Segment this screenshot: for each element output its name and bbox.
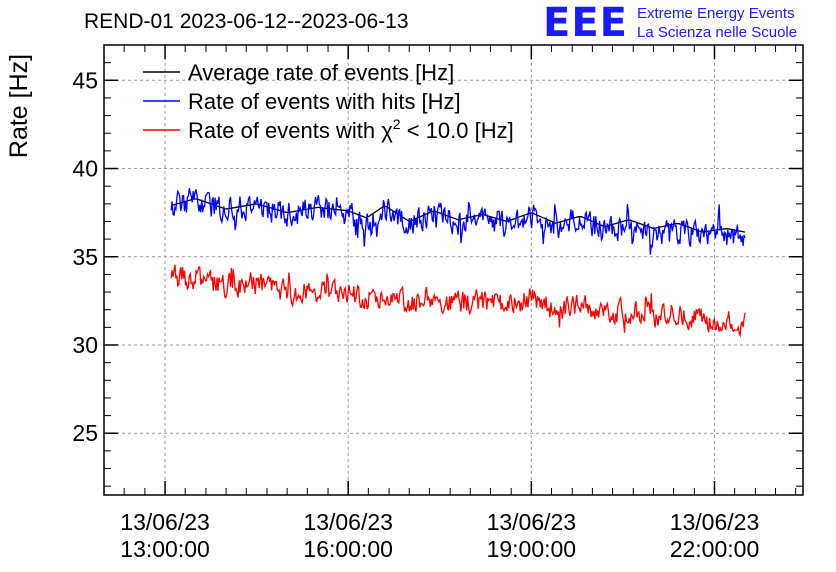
y-tick-label: 40 — [72, 156, 98, 182]
eee-logo-line2: La Scienza nelle Scuole — [637, 24, 798, 41]
x-tick-time: 13:00:00 — [120, 536, 210, 562]
chart-title: REND-01 2023-06-12--2023-06-13 — [84, 10, 409, 33]
tick-labels: 253035404513/06/2313:00:0013/06/2316:00:… — [72, 67, 759, 562]
grid — [104, 45, 803, 495]
y-axis-label: Rate [Hz] — [5, 54, 33, 158]
x-tick-date: 13/06/23 — [670, 509, 760, 535]
eee-logo-line1: Extreme Energy Events — [637, 5, 795, 22]
y-tick-label: 45 — [72, 67, 98, 93]
plot-frame — [103, 44, 804, 496]
y-tick-label: 25 — [72, 420, 98, 446]
y-tick-label: 35 — [72, 244, 98, 270]
x-tick-date: 13/06/23 — [120, 509, 210, 535]
series-line-1 — [170, 188, 746, 255]
legend-label-1: Rate of events with hits [Hz] — [188, 89, 461, 114]
y-tick-label: 30 — [72, 332, 98, 358]
eee-logo: EEE — [543, 0, 628, 46]
legend: Average rate of events [Hz] Rate of event… — [143, 60, 514, 143]
series-layer — [170, 188, 746, 338]
x-tick-time: 16:00:00 — [303, 536, 393, 562]
x-tick-time: 19:00:00 — [487, 536, 577, 562]
series-line-2 — [170, 264, 746, 338]
legend-label-2: Rate of events with χ2 < 10.0 [Hz] — [188, 116, 514, 143]
x-tick-time: 22:00:00 — [670, 536, 760, 562]
x-tick-date: 13/06/23 — [303, 509, 393, 535]
legend-label-0: Average rate of events [Hz] — [188, 60, 454, 85]
x-tick-date: 13/06/23 — [487, 509, 577, 535]
ticks — [104, 44, 803, 495]
